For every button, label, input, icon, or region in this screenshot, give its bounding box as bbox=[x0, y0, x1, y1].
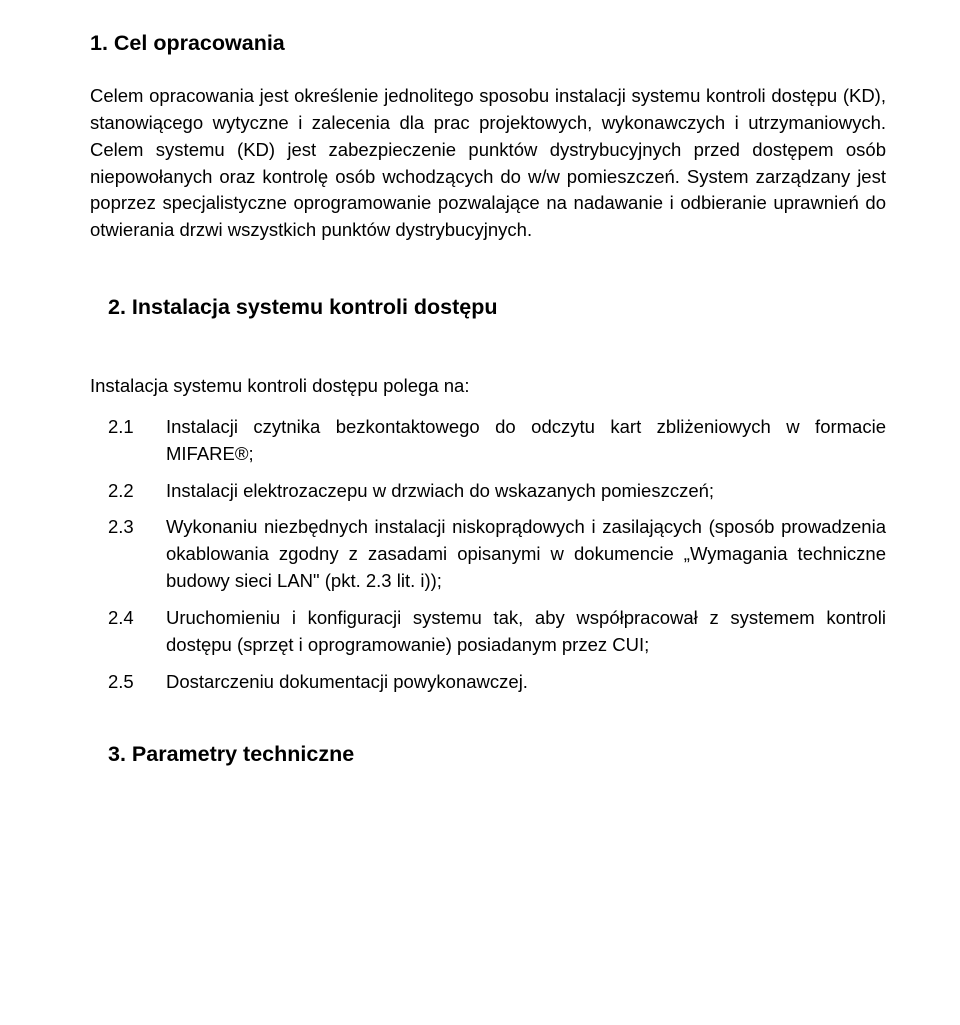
list-item: 2.1 Instalacji czytnika bezkontaktowego … bbox=[90, 414, 886, 468]
list-item: 2.3 Wykonaniu niezbędnych instalacji nis… bbox=[90, 514, 886, 594]
list-item-text: Uruchomieniu i konfiguracji systemu tak,… bbox=[166, 605, 886, 659]
section1-paragraph: Celem opracowania jest określenie jednol… bbox=[90, 83, 886, 244]
section2-heading: 2. Instalacja systemu kontroli dostępu bbox=[108, 292, 886, 323]
list-item-text: Wykonaniu niezbędnych instalacji niskopr… bbox=[166, 514, 886, 594]
list-item: 2.2 Instalacji elektrozaczepu w drzwiach… bbox=[90, 478, 886, 505]
section2-intro: Instalacja systemu kontroli dostępu pole… bbox=[90, 373, 886, 400]
list-item-number: 2.5 bbox=[90, 669, 166, 696]
list-item-text: Instalacji czytnika bezkontaktowego do o… bbox=[166, 414, 886, 468]
section3-heading: 3. Parametry techniczne bbox=[108, 739, 886, 770]
list-item-number: 2.2 bbox=[90, 478, 166, 505]
list-item-text: Instalacji elektrozaczepu w drzwiach do … bbox=[166, 478, 886, 505]
list-item: 2.4 Uruchomieniu i konfiguracji systemu … bbox=[90, 605, 886, 659]
list-item: 2.5 Dostarczeniu dokumentacji powykonawc… bbox=[90, 669, 886, 696]
section2-list: 2.1 Instalacji czytnika bezkontaktowego … bbox=[90, 414, 886, 695]
list-item-text: Dostarczeniu dokumentacji powykonawczej. bbox=[166, 669, 886, 696]
section1-heading: 1. Cel opracowania bbox=[90, 28, 886, 59]
list-item-number: 2.1 bbox=[90, 414, 166, 441]
list-item-number: 2.3 bbox=[90, 514, 166, 541]
list-item-number: 2.4 bbox=[90, 605, 166, 632]
document-page: 1. Cel opracowania Celem opracowania jes… bbox=[0, 0, 960, 1025]
